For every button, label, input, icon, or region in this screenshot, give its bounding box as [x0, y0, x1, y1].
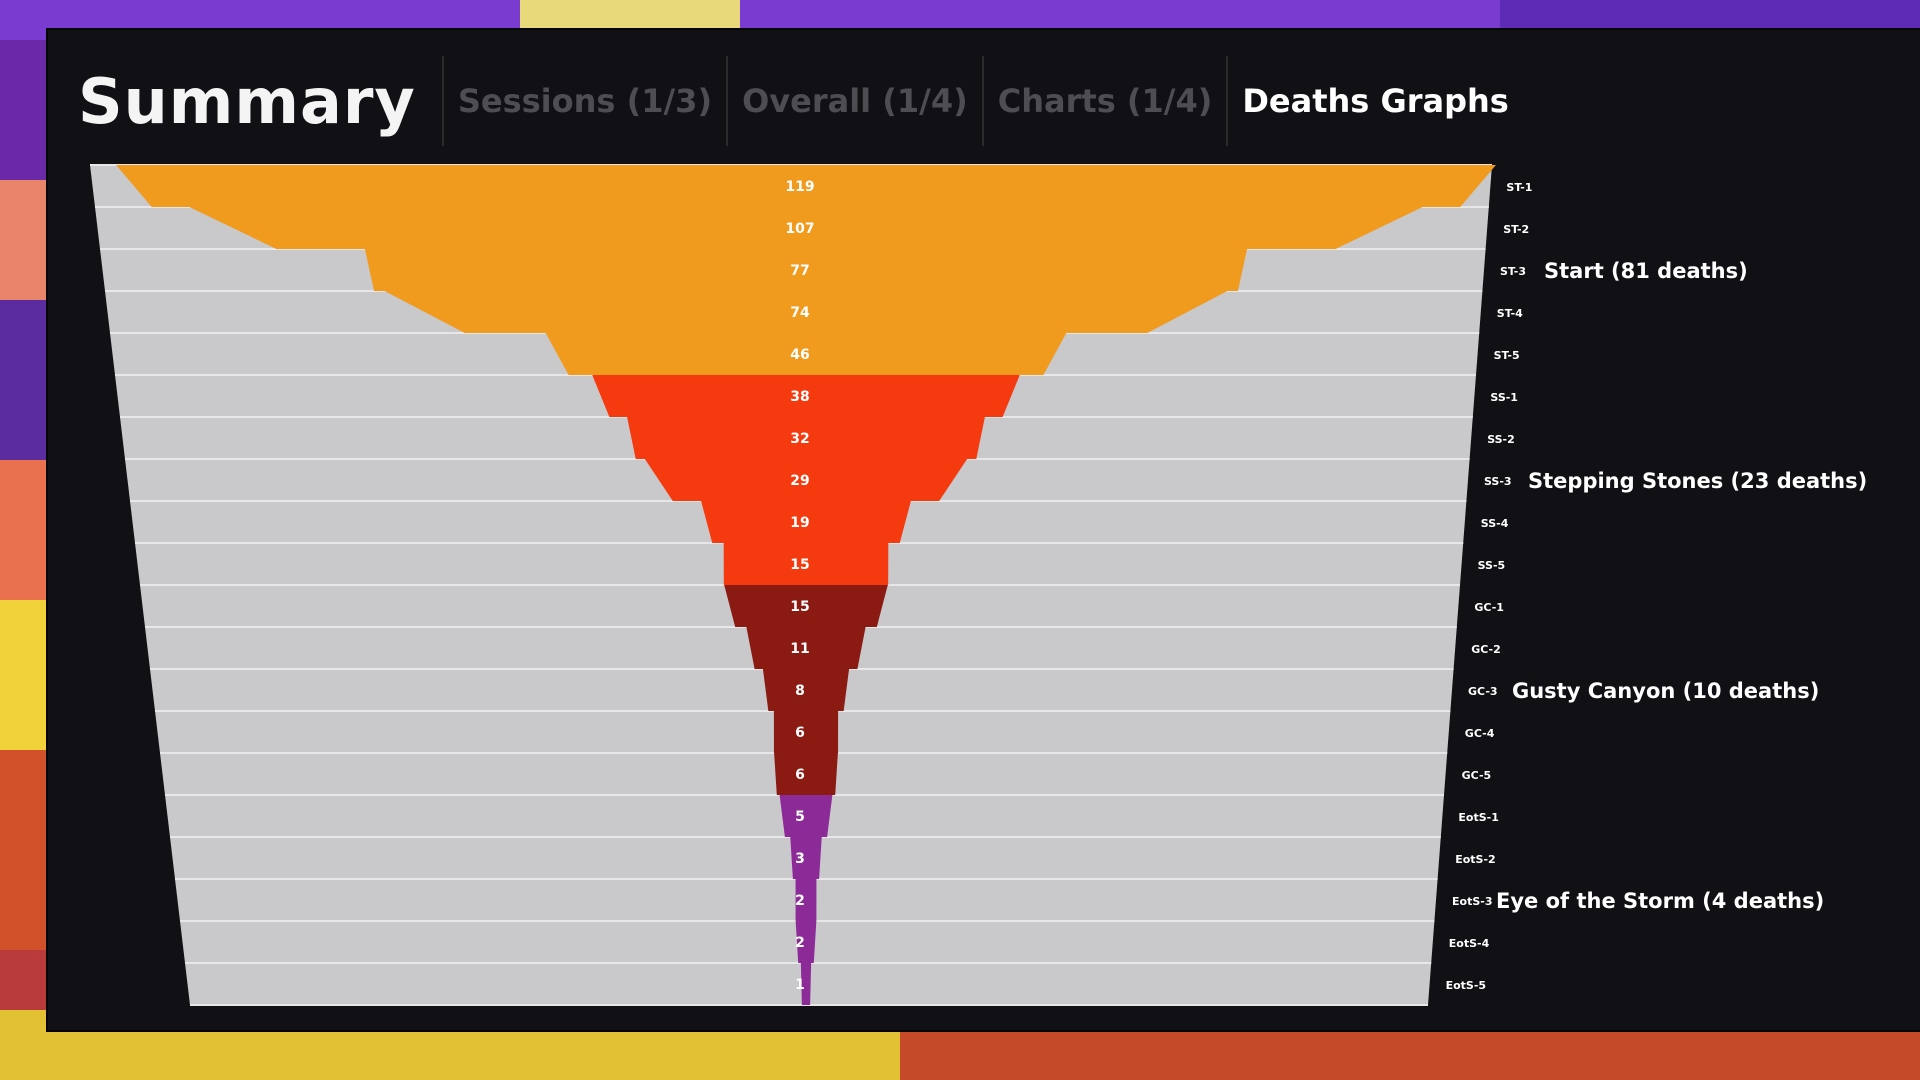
funnel-section-0: [116, 165, 1496, 375]
value-label: 29: [790, 473, 809, 489]
room-label: GC-4: [1465, 727, 1495, 740]
room-label: SS-3: [1484, 475, 1512, 488]
room-label: EotS-2: [1455, 853, 1495, 866]
room-label: SS-4: [1481, 517, 1509, 530]
value-label: 5: [795, 809, 805, 825]
group-label: Start (81 deaths): [1544, 259, 1748, 283]
value-label: 15: [790, 599, 809, 615]
room-label: GC-1: [1474, 601, 1504, 614]
value-label: 3: [795, 851, 805, 867]
room-label: GC-3: [1468, 685, 1498, 698]
tab-overall[interactable]: Overall (1/4): [728, 56, 984, 146]
tab-deaths-graphs[interactable]: Deaths Graphs: [1242, 82, 1509, 120]
room-label: SS-5: [1478, 559, 1506, 572]
value-label: 6: [795, 725, 805, 741]
room-label: ST-1: [1506, 181, 1532, 194]
tab-bar: Summary Sessions (1/3) Overall (1/4) Cha…: [78, 46, 1523, 156]
value-label: 11: [790, 641, 809, 657]
funnel-section-2: [724, 585, 888, 795]
room-label: GC-5: [1462, 769, 1492, 782]
room-label: SS-2: [1487, 433, 1515, 446]
room-label: SS-1: [1490, 391, 1518, 404]
tab-sessions[interactable]: Sessions (1/3): [444, 56, 729, 146]
room-label: ST-2: [1503, 223, 1529, 236]
value-label: 119: [785, 179, 814, 195]
room-label: GC-2: [1471, 643, 1501, 656]
value-label: 46: [790, 347, 809, 363]
group-label: Stepping Stones (23 deaths): [1528, 469, 1867, 493]
value-label: 19: [790, 515, 809, 531]
room-label: EotS-5: [1446, 979, 1486, 992]
value-label: 74: [790, 305, 810, 321]
room-label: EotS-4: [1449, 937, 1490, 950]
value-label: 32: [790, 431, 809, 447]
group-label: Eye of the Storm (4 deaths): [1496, 889, 1824, 913]
tab-charts[interactable]: Charts (1/4): [984, 56, 1229, 146]
page-title: Summary: [78, 56, 444, 146]
value-label: 15: [790, 557, 809, 573]
value-label: 6: [795, 767, 805, 783]
funnel-section-3: [779, 795, 833, 1005]
room-label: ST-5: [1494, 349, 1520, 362]
room-label: ST-4: [1497, 307, 1523, 320]
value-label: 77: [790, 263, 809, 279]
room-label: EotS-1: [1458, 811, 1498, 824]
funnel-section-1: [592, 375, 1020, 585]
value-label: 1: [795, 977, 805, 993]
value-label: 2: [795, 935, 805, 951]
room-label: EotS-3: [1452, 895, 1492, 908]
room-label: ST-3: [1500, 265, 1526, 278]
group-label: Gusty Canyon (10 deaths): [1512, 679, 1819, 703]
value-label: 2: [795, 893, 805, 909]
value-label: 107: [785, 221, 814, 237]
value-label: 8: [795, 683, 805, 699]
value-label: 38: [790, 389, 809, 405]
